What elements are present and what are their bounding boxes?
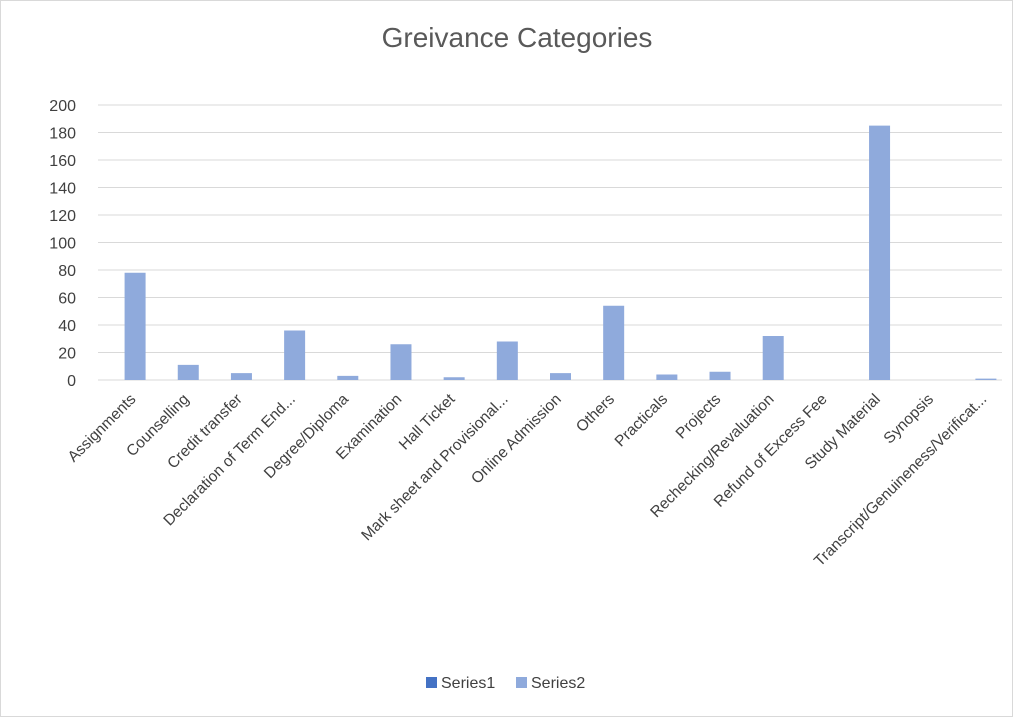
y-tick-label: 180 xyxy=(49,126,76,143)
legend-swatch-series1 xyxy=(426,677,437,688)
legend-label-series2: Series2 xyxy=(531,675,585,692)
x-tick-label: Online Admission xyxy=(468,391,565,488)
y-tick-label: 40 xyxy=(58,318,76,335)
bar-series2-2 xyxy=(230,373,252,380)
chart-title: Greivance Categories xyxy=(382,22,653,53)
y-tick-label: 140 xyxy=(49,181,76,198)
bar-series2-1 xyxy=(177,364,199,380)
y-tick-label: 80 xyxy=(58,263,76,280)
y-tick-label: 20 xyxy=(58,346,76,363)
bar-series2-3 xyxy=(284,330,306,380)
y-axis: 0 20 40 60 80 100 120 140 160 180 200 xyxy=(49,98,76,390)
legend-label-series1: Series1 xyxy=(441,675,495,692)
bar-series2-11 xyxy=(709,371,731,380)
bar-series2-8 xyxy=(550,373,571,380)
bar-series2-9 xyxy=(603,305,625,380)
y-tick-label: 120 xyxy=(49,208,76,225)
bar-series2-14 xyxy=(869,125,891,380)
x-tick-label: Synopsis xyxy=(881,391,938,448)
bar-series2-12 xyxy=(762,336,784,380)
x-tick-label: Others xyxy=(573,391,618,436)
y-tick-label: 200 xyxy=(49,98,76,115)
bar-series2-0 xyxy=(124,272,146,380)
y-tick-label: 60 xyxy=(58,291,76,308)
bar-series2-5 xyxy=(390,344,412,380)
y-tick-label: 0 xyxy=(67,373,76,390)
x-tick-label: Projects xyxy=(673,391,725,443)
legend: Series1 Series2 xyxy=(426,675,585,692)
bar-series2-10 xyxy=(656,374,678,380)
bar-series2-16 xyxy=(975,378,997,380)
gridlines xyxy=(98,104,1002,381)
bars xyxy=(124,125,997,380)
legend-swatch-series2 xyxy=(516,677,527,688)
bar-series2-7 xyxy=(496,341,518,380)
x-tick-label: Practicals xyxy=(612,391,672,451)
y-tick-label: 100 xyxy=(49,236,76,253)
bar-series2-4 xyxy=(337,375,359,380)
bar-series2-6 xyxy=(443,377,465,380)
y-tick-label: 160 xyxy=(49,153,76,170)
